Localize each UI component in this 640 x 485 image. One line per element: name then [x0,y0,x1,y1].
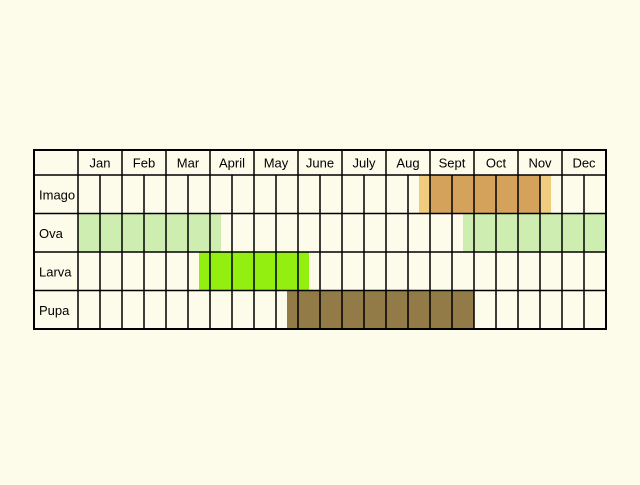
row-label-ova: Ova [39,226,64,241]
month-label-mar: Mar [177,156,200,171]
month-label-feb: Feb [133,156,155,171]
month-label-nov: Nov [528,156,552,171]
month-label-oct: Oct [486,156,507,171]
row-label-larva: Larva [39,264,72,279]
period-bar-imago-1 [430,175,540,214]
period-bar-pupa-0 [287,290,474,329]
month-label-april: April [219,156,245,171]
month-label-sept: Sept [439,156,466,171]
month-label-dec: Dec [572,156,596,171]
month-label-july: July [352,156,376,171]
period-bar-ova-0 [78,213,221,252]
month-label-aug: Aug [396,156,419,171]
row-label-imago: Imago [39,187,75,202]
month-label-june: June [306,156,334,171]
month-label-jan: Jan [90,156,111,171]
row-label-pupa: Pupa [39,303,70,318]
period-bar-ova-1 [463,213,606,252]
month-label-may: May [264,156,289,171]
